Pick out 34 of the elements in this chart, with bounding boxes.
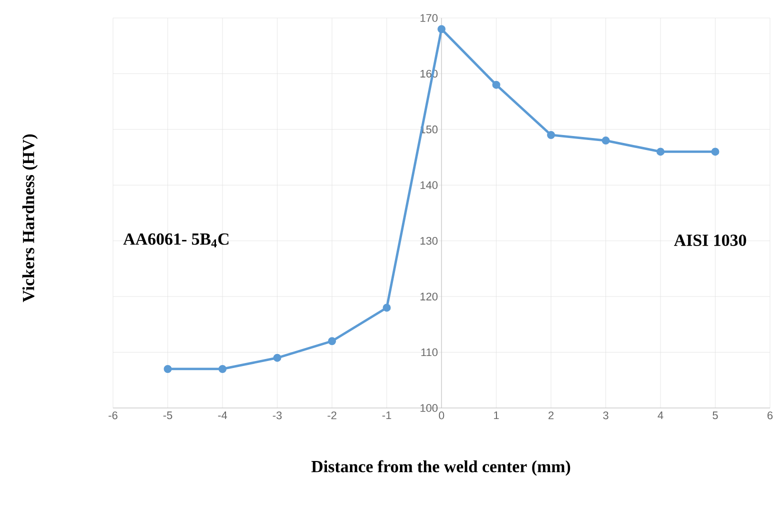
- x-tick-label: -1: [382, 412, 392, 420]
- point: [218, 364, 227, 373]
- point: [656, 148, 665, 156]
- point: [492, 80, 500, 89]
- x-tick-label: 3: [603, 412, 608, 420]
- point: [438, 25, 446, 34]
- annotation: AA6061- 5B$_{4}$C: [123, 233, 228, 248]
- x-axis-title: Distance from the weld center (mm): [311, 460, 570, 476]
- x-tick-label: -6: [108, 412, 118, 420]
- point: [602, 136, 610, 145]
- point: [273, 354, 282, 362]
- y-axis-title: Vickers Hardness (HV): [22, 134, 38, 302]
- x-tick-label: 4: [658, 412, 664, 420]
- y-tick-label: 120: [420, 292, 438, 300]
- x-tick-label: 5: [712, 412, 718, 420]
- x-tick-label: -2: [328, 412, 336, 420]
- point: [711, 148, 720, 156]
- x-tick-label: -3: [272, 412, 282, 420]
- x-tick-label: 2: [548, 412, 554, 420]
- annotation: AISI 1030: [674, 234, 746, 246]
- y-tick-label: 130: [420, 236, 438, 245]
- x-tick-label: 0: [438, 412, 444, 420]
- point: [547, 130, 556, 139]
- point: [164, 364, 172, 373]
- x-tick-label: 6: [768, 412, 773, 420]
- y-tick-label: 100: [420, 404, 438, 412]
- x-tick-label: 1: [494, 412, 499, 420]
- point: [328, 337, 336, 346]
- y-tick-label: 140: [420, 181, 438, 190]
- y-tick-label: 170: [420, 14, 438, 22]
- point: [382, 304, 391, 312]
- x-tick-label: -5: [163, 412, 172, 420]
- x-tick-label: -4: [218, 412, 228, 420]
- y-tick-label: 110: [421, 348, 438, 356]
